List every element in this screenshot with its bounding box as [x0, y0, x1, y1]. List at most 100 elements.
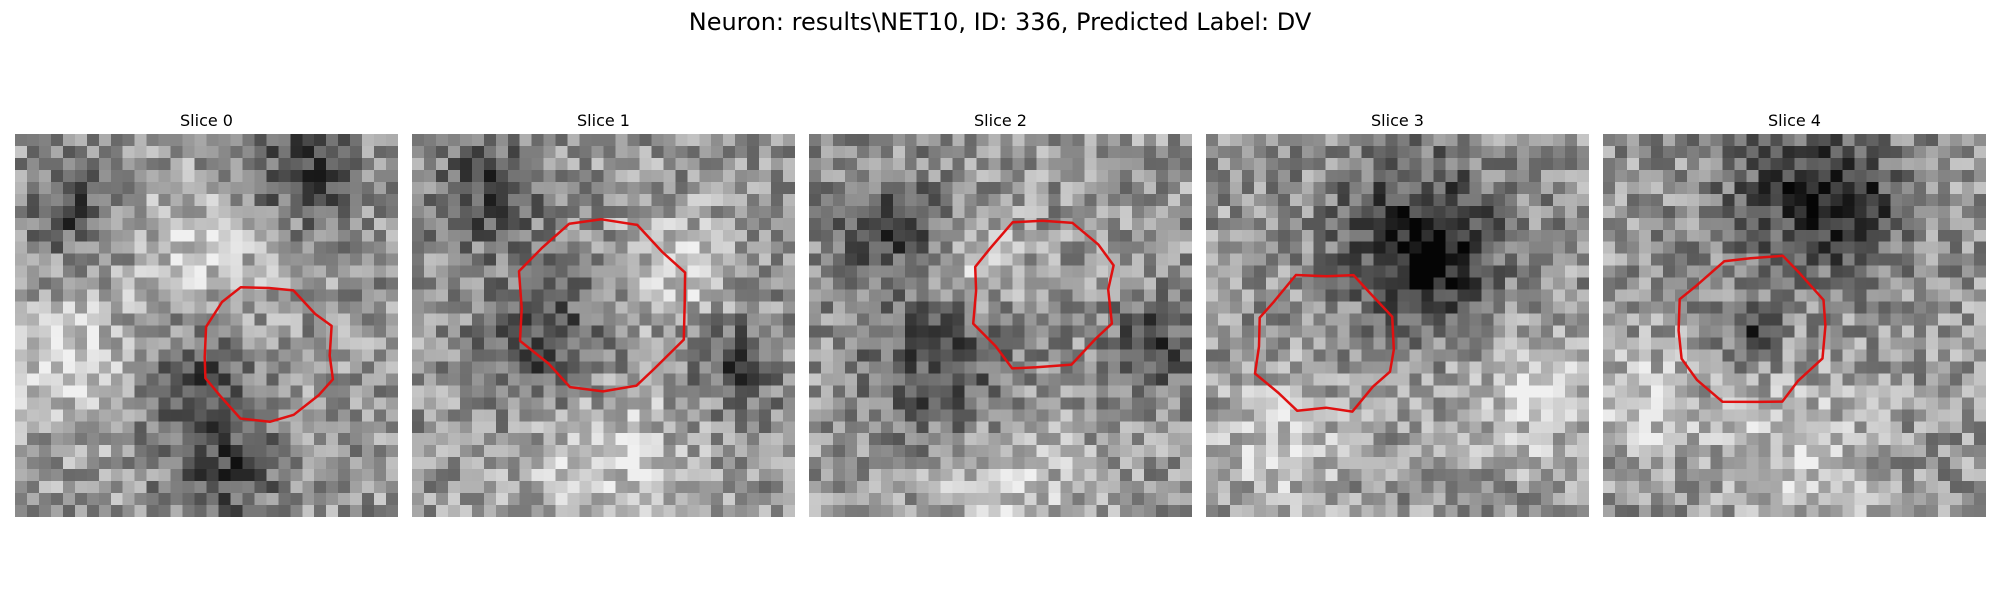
pixel [627, 253, 641, 267]
pixel [1180, 277, 1192, 291]
pixel [1674, 145, 1688, 159]
pixel [1096, 421, 1109, 434]
pixel [1349, 373, 1363, 386]
pixel [1974, 445, 1986, 458]
pixel [1938, 157, 1951, 171]
pixel [338, 325, 351, 339]
pixel [412, 469, 425, 482]
pixel [507, 409, 521, 422]
pixel [868, 469, 882, 482]
pixel [531, 157, 545, 171]
pixel [1505, 265, 1518, 279]
pixel [1626, 205, 1640, 219]
pixel [1710, 445, 1724, 458]
pixel [447, 361, 461, 374]
pixel [1553, 433, 1566, 446]
pixel [350, 301, 363, 315]
pixel [1553, 193, 1566, 207]
pixel [711, 217, 724, 231]
pixel [1397, 313, 1411, 327]
pixel [242, 325, 255, 339]
pixel [579, 277, 593, 291]
pixel [507, 325, 521, 339]
pixel [1241, 301, 1255, 315]
pixel [988, 409, 1002, 422]
pixel [543, 469, 557, 482]
pixel [110, 265, 124, 279]
pixel [266, 493, 279, 506]
pixel [194, 325, 208, 339]
pixel [1565, 337, 1578, 351]
pixel [1457, 397, 1470, 410]
pixel [591, 181, 605, 195]
pixel [1553, 385, 1566, 398]
pixel [1794, 457, 1808, 470]
pixel [350, 217, 363, 231]
pixel [747, 301, 760, 315]
pixel [1493, 241, 1506, 255]
pixel [747, 373, 760, 386]
pixel [1349, 337, 1363, 351]
pixel [1553, 169, 1566, 183]
pixel [242, 469, 255, 482]
pixel [579, 361, 593, 374]
pixel [1758, 241, 1772, 255]
pixel [1060, 157, 1073, 171]
pixel [278, 289, 291, 303]
pixel [158, 157, 172, 171]
pixel [362, 134, 375, 147]
pixel [1541, 445, 1554, 458]
pixel [74, 337, 88, 351]
pixel [1048, 193, 1061, 207]
pixel [1000, 301, 1014, 315]
pixel [1638, 313, 1652, 327]
pixel [1313, 469, 1327, 482]
pixel [1914, 241, 1927, 255]
pixel [74, 217, 88, 231]
pixel [735, 421, 748, 434]
pixel [1914, 409, 1927, 422]
pixel [747, 385, 760, 398]
pixel [483, 145, 497, 159]
pixel [1036, 469, 1049, 482]
pixel [783, 409, 795, 422]
pixel [1553, 421, 1566, 434]
pixel [412, 421, 425, 434]
pixel [1144, 385, 1157, 398]
pixel [230, 313, 244, 327]
pixel [146, 349, 160, 363]
pixel [302, 134, 315, 147]
pixel [928, 134, 942, 147]
pixel [1457, 445, 1470, 458]
pixel [1265, 205, 1279, 219]
pixel [615, 409, 629, 422]
pixel [723, 241, 736, 255]
pixel [1650, 313, 1664, 327]
pixel [1229, 337, 1243, 351]
pixel [1638, 217, 1652, 231]
pixel [809, 505, 822, 517]
pixel [50, 505, 64, 517]
pixel [1457, 409, 1470, 422]
pixel [519, 445, 533, 458]
pixel [1603, 445, 1616, 458]
pixel [1674, 181, 1688, 195]
pixel [904, 421, 918, 434]
pixel [579, 457, 593, 470]
pixel [1229, 301, 1243, 315]
pixel [1301, 361, 1315, 374]
pixel [1361, 361, 1375, 374]
pixel [1241, 217, 1255, 231]
pixel [374, 241, 387, 255]
pixel [1373, 457, 1387, 470]
pixel [1902, 289, 1915, 303]
pixel [194, 433, 208, 446]
pixel [1842, 229, 1855, 243]
pixel [386, 505, 398, 517]
pixel [218, 373, 232, 386]
pixel [1481, 169, 1494, 183]
pixel [1541, 253, 1554, 267]
pixel [940, 493, 954, 506]
pixel [1168, 169, 1181, 183]
pixel [507, 217, 521, 231]
